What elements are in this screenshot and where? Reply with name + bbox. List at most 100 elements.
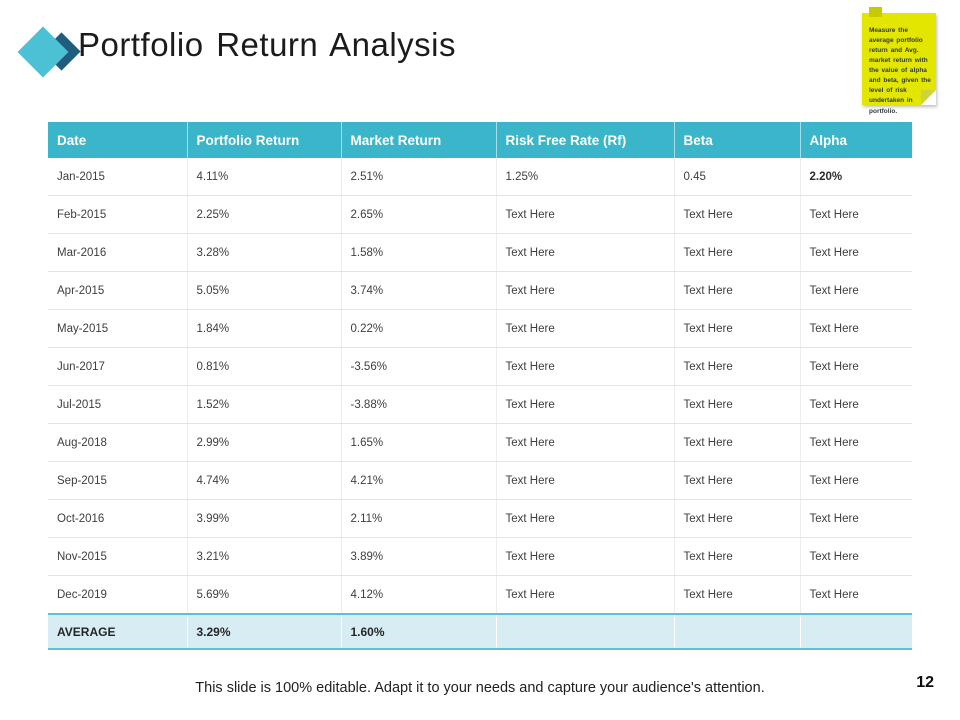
table-cell: Text Here [799,423,912,462]
table-cell: Text Here [495,499,674,538]
table-cell: Text Here [799,385,912,424]
table-row: Jul-2015 1.52% -3.88% Text Here Text Here Tex… [48,385,912,424]
table-cell: 1.65% [340,423,496,462]
table-cell: -3.88% [340,385,496,424]
table-cell: Nov-2015 [48,537,187,576]
table-row: Sep-2015 4.74% 4.21% Text Here Text Here Text… [48,461,912,500]
table-cell: 4.12% [340,575,496,615]
sticky-note-tab-icon [869,7,882,17]
table-cell: 1.52% [186,385,341,424]
table-cell: 2.99% [186,423,341,462]
table-cell: Text Here [495,233,674,272]
table-row: Jan-2015 4.11% 2.51% 1.25% 0.45 2.20% [48,158,912,196]
table-cell: 4.11% [186,158,341,196]
table-cell: Text Here [495,461,674,500]
table-cell: Text Here [673,385,800,424]
table-cell: 3.74% [340,271,496,310]
table-cell: Text Here [799,575,912,615]
table-row: Aug-2018 2.99% 1.65% Text Here Text Here Text… [48,423,912,462]
table-cell: AVERAGE [48,613,187,650]
table-header-row: Date Portfolio Return Market Return Risk Fr… [48,122,912,158]
table-cell: Text Here [495,423,674,462]
sticky-note-fold-cut [921,90,936,105]
table-row: Apr-2015 5.05% 3.74% Text Here Text Here Text… [48,271,912,310]
table-cell: Text Here [673,575,800,615]
table-body: Jan-2015 4.11% 2.51% 1.25% 0.45 2.20% Feb-2015… [48,158,912,650]
table-cell: Text Here [495,347,674,386]
table-cell: Text Here [799,347,912,386]
column-header-2: Market Return [340,122,496,158]
table-cell: Dec-2019 [48,575,187,615]
table-cell: 2.51% [340,158,496,196]
footer-note: This slide is 100% editable. Adapt it to… [195,680,765,696]
table-cell: 2.65% [340,195,496,234]
table-cell: Text Here [673,195,800,234]
table-cell: 3.89% [340,537,496,576]
table-cell: 1.25% [495,158,674,196]
column-header-1: Portfolio Return [186,122,341,158]
table-cell: Sep-2015 [48,461,187,500]
table-row: Dec-2019 5.69% 4.12% Text Here Text Here Text… [48,575,912,615]
table-cell: Text Here [495,537,674,576]
table-row: Feb-2015 2.25% 2.65% Text Here Text Here Text… [48,195,912,234]
table-row: Oct-2016 3.99% 2.11% Text Here Text Here Text… [48,499,912,538]
table-cell: 1.58% [340,233,496,272]
table-cell: Text Here [673,309,800,348]
table-cell: Text Here [673,271,800,310]
sticky-note[interactable]: Measure the average portfolio return and… [862,7,936,115]
logo-diamonds-icon [10,10,81,80]
table-cell: Jul-2015 [48,385,187,424]
table-cell: Text Here [799,461,912,500]
column-header-0: Date [48,122,187,158]
page-title: Portfolio Return Analysis [78,26,457,63]
column-header-5: Alpha [799,122,912,158]
column-header-4: Beta [673,122,800,158]
table-cell: Text Here [673,423,800,462]
table-cell: May-2015 [48,309,187,348]
table-cell: Text Here [495,385,674,424]
table-cell: 4.21% [340,461,496,500]
table-cell: 3.28% [186,233,341,272]
table-cell: Text Here [495,575,674,615]
table-cell: 0.22% [340,309,496,348]
table-cell: Apr-2015 [48,271,187,310]
table-cell: Text Here [495,309,674,348]
table-row: Jun-2017 0.81% -3.56% Text Here Text Here Tex… [48,347,912,386]
average-row: AVERAGE 3.29% 1.60% [48,613,912,650]
table-cell: 5.69% [186,575,341,615]
table-cell: 4.74% [186,461,341,500]
table-cell: Mar-2016 [48,233,187,272]
table-row: May-2015 1.84% 0.22% Text Here Text Here Text… [48,309,912,348]
table-row: Nov-2015 3.21% 3.89% Text Here Text Here Text… [48,537,912,576]
table-cell: 1.60% [340,613,496,650]
table-cell: Text Here [673,537,800,576]
table-cell: Text Here [799,309,912,348]
table-cell: Aug-2018 [48,423,187,462]
table-cell: Text Here [673,233,800,272]
table-cell: 1.84% [186,309,341,348]
table-cell: Text Here [495,271,674,310]
table-cell: Text Here [799,537,912,576]
table-cell: -3.56% [340,347,496,386]
table-cell: Oct-2016 [48,499,187,538]
table-cell: 5.05% [186,271,341,310]
column-header-3: Risk Free Rate (Rf) [495,122,674,158]
table-cell: Text Here [799,271,912,310]
table-cell: 2.25% [186,195,341,234]
page-number: 12 [916,674,934,691]
table-cell: Jan-2015 [48,158,187,196]
table-cell: Feb-2015 [48,195,187,234]
table-cell: Text Here [495,195,674,234]
table-cell: 2.11% [340,499,496,538]
table-cell: 3.99% [186,499,341,538]
table-row: Mar-2016 3.28% 1.58% Text Here Text Here Text… [48,233,912,272]
table-cell [673,613,800,650]
table-cell: Text Here [799,233,912,272]
table-cell: 2.20% [799,158,912,196]
table-cell: Text Here [673,499,800,538]
table-cell [799,613,912,650]
portfolio-return-table[interactable]: Date Portfolio Return Market Return Risk Fr… [48,122,912,650]
sticky-note-text: Measure the average portfolio return and… [869,27,931,115]
table-cell: Jun-2017 [48,347,187,386]
